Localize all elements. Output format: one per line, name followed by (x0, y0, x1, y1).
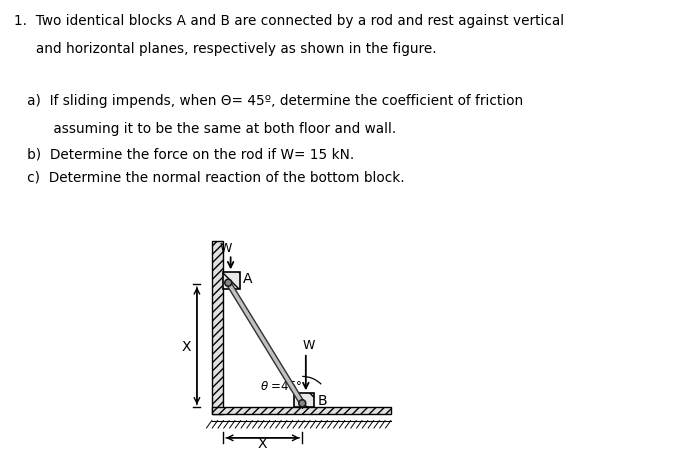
Circle shape (226, 281, 231, 285)
Text: B: B (318, 393, 327, 408)
Text: c)  Determine the normal reaction of the bottom block.: c) Determine the normal reaction of the … (14, 170, 404, 184)
Text: 1.  Two identical blocks A and B are connected by a rod and rest against vertica: 1. Two identical blocks A and B are conn… (14, 14, 564, 28)
Text: a)  If sliding impends, when Θ= 45º, determine the coefficient of friction: a) If sliding impends, when Θ= 45º, dete… (14, 94, 523, 107)
Bar (223, 273, 239, 289)
Text: W: W (220, 241, 233, 254)
Circle shape (299, 400, 306, 407)
Text: X: X (182, 339, 191, 353)
Text: and horizontal planes, respectively as shown in the figure.: and horizontal planes, respectively as s… (14, 42, 437, 56)
Bar (212, 408, 391, 414)
Bar (294, 393, 314, 408)
Circle shape (301, 402, 304, 405)
Text: $\theta$ =45°: $\theta$ =45° (260, 379, 302, 392)
Text: b)  Determine the force on the rod if W= 15 kN.: b) Determine the force on the rod if W= … (14, 147, 354, 162)
Text: A: A (243, 271, 253, 285)
Circle shape (224, 280, 232, 287)
Text: X: X (258, 436, 267, 450)
Text: W: W (303, 339, 315, 352)
Bar (212, 241, 223, 414)
Text: assuming it to be the same at both floor and wall.: assuming it to be the same at both floor… (14, 122, 396, 136)
